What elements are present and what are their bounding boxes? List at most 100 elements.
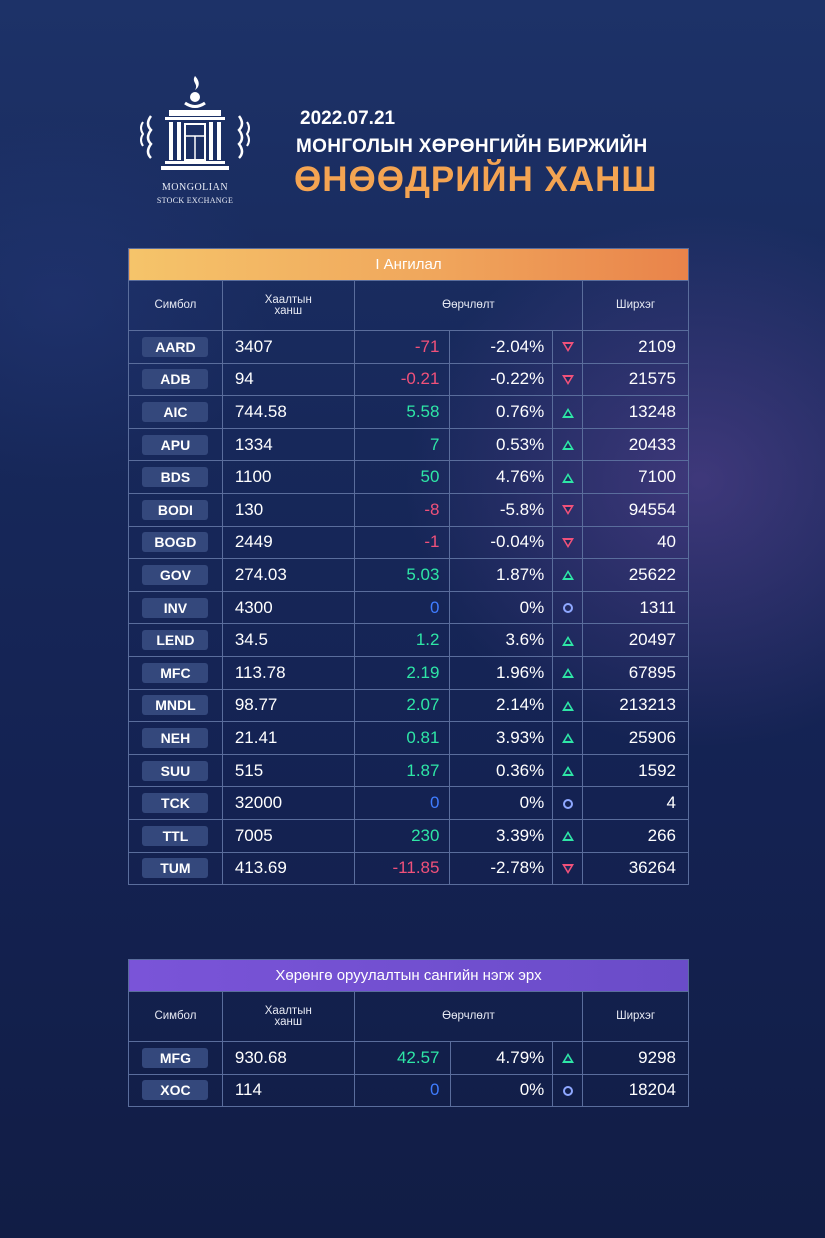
percent-change-cell: 3.6% <box>449 623 554 657</box>
change-cell: 230 <box>353 818 451 853</box>
close-column-header: Хаалтын ханш <box>221 280 355 331</box>
triangle-down-icon <box>561 342 574 353</box>
percent-change-cell: 0% <box>449 1073 554 1108</box>
volume-cell: 266 <box>582 818 689 853</box>
page-subtitle: МОНГОЛЫН ХӨРӨНГИЙН БИРЖИЙН <box>296 136 648 157</box>
symbol-cell: NEH <box>128 721 223 755</box>
table-row: BODI 130 -8 -5.8% 94554 <box>128 492 689 527</box>
table-row: LEND 34.5 1.2 3.6% 20497 <box>128 623 689 657</box>
symbol-cell: MNDL <box>128 688 223 723</box>
percent-change-cell: 4.79% <box>449 1041 554 1075</box>
category-header: Хөрөнгө оруулалтын сангийн нэгж эрх <box>128 959 689 992</box>
table-row: APU 1334 7 0.53% 20433 <box>128 427 689 462</box>
volume-cell: 18204 <box>582 1073 689 1108</box>
table-row: AIC 744.58 5.58 0.76% 13248 <box>128 395 689 429</box>
direction-cell <box>552 525 584 560</box>
symbol-column-header: Симбол <box>128 280 223 331</box>
close-price-cell: 94 <box>221 362 355 397</box>
change-cell: 0 <box>353 1073 451 1108</box>
close-price-cell: 4300 <box>221 590 355 625</box>
direction-cell <box>552 655 584 690</box>
close-price-cell: 274.03 <box>221 558 355 592</box>
percent-change-cell: 2.14% <box>449 688 554 723</box>
symbol-badge: BOGD <box>142 532 209 553</box>
symbol-badge: TTL <box>142 825 209 846</box>
table-row: TUM 413.69 -11.85 -2.78% 36264 <box>128 851 689 886</box>
change-cell: -11.85 <box>353 851 451 886</box>
symbol-badge: BDS <box>142 467 209 488</box>
direction-cell <box>552 395 584 429</box>
triangle-up-icon <box>561 733 574 744</box>
table-row: BDS 1100 50 4.76% 7100 <box>128 460 689 494</box>
close-price-cell: 114 <box>221 1073 355 1108</box>
close-price-cell: 130 <box>221 492 355 527</box>
close-price-cell: 1334 <box>221 427 355 462</box>
logo-line1: MONGOLIAN <box>161 182 229 193</box>
change-cell: 7 <box>353 427 451 462</box>
change-cell: 42.57 <box>353 1041 451 1075</box>
symbol-badge: MNDL <box>142 695 209 716</box>
percent-change-cell: 1.96% <box>449 655 554 690</box>
symbol-cell: TUM <box>128 851 223 886</box>
table-row: SUU 515 1.87 0.36% 1592 <box>128 753 689 788</box>
percent-change-cell: 4.76% <box>449 460 554 494</box>
header: MONGOLIAN STOCK EXCHANGE 2022.07.21 МОНГ… <box>0 0 825 230</box>
symbol-badge: LEND <box>142 630 209 651</box>
triangle-up-icon <box>561 831 574 842</box>
symbol-badge: AARD <box>142 336 209 357</box>
column-header-row: Симбол Хаалтын ханш Өөрчлөлт Ширхэг <box>128 280 689 331</box>
change-cell: 50 <box>353 460 451 494</box>
symbol-cell: APU <box>128 427 223 462</box>
table-row: TCK 32000 0 0% 4 <box>128 786 689 820</box>
change-column-header: Өөрчлөлт <box>353 991 584 1042</box>
symbol-badge: BODI <box>142 499 209 520</box>
volume-cell: 21575 <box>582 362 689 397</box>
close-price-cell: 32000 <box>221 786 355 820</box>
percent-change-cell: -0.04% <box>449 525 554 560</box>
volume-cell: 67895 <box>582 655 689 690</box>
direction-cell <box>552 786 584 820</box>
triangle-up-icon <box>561 440 574 451</box>
table-row: AARD 3407 -71 -2.04% 2109 <box>128 330 689 364</box>
category1-table: I Ангилал Симбол Хаалтын ханш Өөрчлөлт Ш… <box>128 248 689 886</box>
direction-cell <box>552 721 584 755</box>
direction-cell <box>552 851 584 886</box>
volume-column-header: Ширхэг <box>582 991 689 1042</box>
close-price-cell: 98.77 <box>221 688 355 723</box>
triangle-up-icon <box>561 635 574 646</box>
symbol-cell: TTL <box>128 818 223 853</box>
symbol-cell: SUU <box>128 753 223 788</box>
triangle-up-icon <box>561 1053 574 1064</box>
volume-cell: 40 <box>582 525 689 560</box>
page-title: ӨНӨӨДРИЙН ХАНШ <box>294 160 658 199</box>
symbol-cell: AARD <box>128 330 223 364</box>
close-price-cell: 1100 <box>221 460 355 494</box>
symbol-badge: AIC <box>142 401 209 422</box>
table-row: MFG 930.68 42.57 4.79% 9298 <box>128 1041 689 1075</box>
symbol-badge: INV <box>142 597 209 618</box>
direction-cell <box>552 590 584 625</box>
symbol-cell: XOC <box>128 1073 223 1108</box>
symbol-badge: TCK <box>142 793 209 814</box>
change-cell: 1.2 <box>353 623 451 657</box>
triangle-up-icon <box>561 766 574 777</box>
symbol-badge: MFC <box>142 662 209 683</box>
table-row: XOC 114 0 0% 18204 <box>128 1073 689 1108</box>
triangle-down-icon <box>561 374 574 385</box>
percent-change-cell: 0% <box>449 786 554 820</box>
symbol-cell: GOV <box>128 558 223 592</box>
fund-units-table: Хөрөнгө оруулалтын сангийн нэгж эрх Симб… <box>128 959 689 1108</box>
symbol-cell: LEND <box>128 623 223 657</box>
volume-cell: 20433 <box>582 427 689 462</box>
triangle-down-icon <box>561 537 574 548</box>
close-price-cell: 515 <box>221 753 355 788</box>
triangle-up-icon <box>561 570 574 581</box>
close-price-cell: 113.78 <box>221 655 355 690</box>
symbol-cell: TCK <box>128 786 223 820</box>
direction-cell <box>552 330 584 364</box>
volume-cell: 25906 <box>582 721 689 755</box>
volume-cell: 2109 <box>582 330 689 364</box>
volume-cell: 20497 <box>582 623 689 657</box>
percent-change-cell: 0% <box>449 590 554 625</box>
direction-cell <box>552 362 584 397</box>
